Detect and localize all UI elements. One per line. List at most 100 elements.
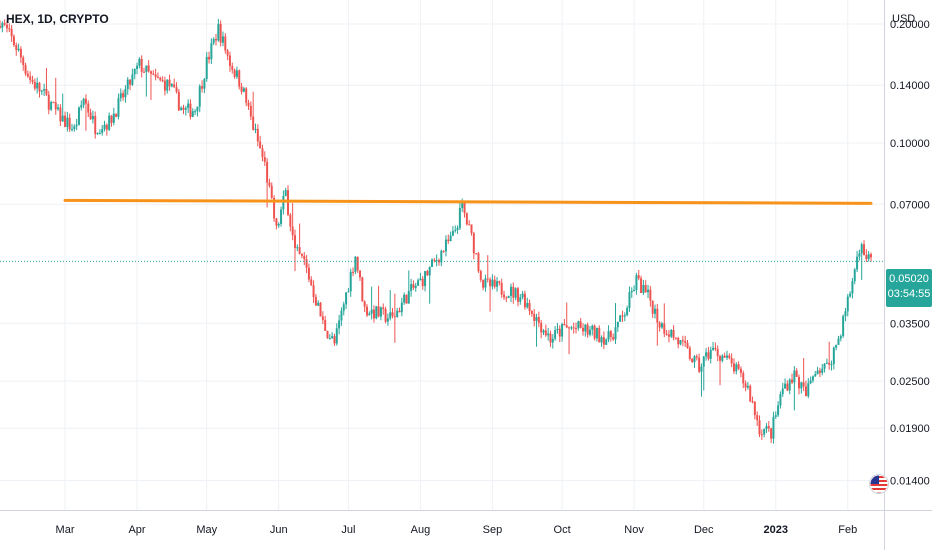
candle-down — [182, 104, 185, 115]
symbol-title[interactable]: HEX, 1D, CRYPTO — [6, 12, 109, 26]
candle-down — [22, 55, 25, 71]
us-flag-icon[interactable] — [869, 474, 889, 494]
candle-down — [463, 201, 466, 218]
candle-down — [533, 308, 536, 327]
horizontal-level-line[interactable] — [63, 198, 873, 205]
price-tick-label: 0.03500 — [890, 318, 930, 330]
candle-up — [136, 62, 139, 75]
candle-down — [579, 318, 582, 329]
candle-down — [215, 33, 218, 46]
candle-up — [647, 284, 650, 299]
candle-down — [0, 20, 1, 29]
time-tick-label: Nov — [624, 524, 644, 536]
candle-down — [245, 87, 248, 107]
candle-up — [375, 305, 378, 320]
candle-up — [693, 354, 696, 368]
candle-up — [570, 325, 573, 331]
candle-up — [43, 83, 46, 97]
candle-down — [275, 217, 278, 230]
candle-up — [633, 285, 636, 292]
candle-up — [198, 84, 201, 113]
candle-up — [735, 362, 738, 375]
candle-up — [345, 292, 348, 309]
candle-up — [449, 231, 452, 242]
candle-up — [712, 342, 715, 351]
candle-down — [828, 341, 831, 370]
candle-down — [333, 333, 336, 346]
candle-down — [681, 335, 684, 347]
candle-down — [707, 346, 710, 361]
candle-up — [846, 294, 849, 317]
candle-up — [400, 297, 403, 317]
candle-up — [844, 308, 847, 322]
candle-up — [816, 366, 819, 375]
candle-up — [705, 348, 708, 361]
candle-up — [837, 335, 840, 345]
time-tick-label: Feb — [838, 524, 857, 536]
candle-down — [767, 421, 770, 432]
last-price-badge: 0.05020 03:54:55 — [886, 269, 932, 307]
candle-up — [811, 375, 814, 383]
candle-up — [626, 305, 629, 317]
candle-up — [407, 270, 410, 304]
candle-down — [365, 304, 368, 318]
candle-up — [772, 411, 775, 444]
candle-down — [382, 303, 385, 315]
candle-down — [665, 330, 668, 336]
candle-up — [414, 282, 417, 292]
candle-up — [368, 311, 371, 316]
candle-down — [31, 75, 34, 85]
candle-up — [700, 363, 703, 397]
candle-up — [630, 287, 633, 298]
candle-down — [489, 277, 492, 312]
candle-down — [163, 76, 166, 96]
price-axis[interactable]: 0.20000 0.14000 0.10000 0.07000 0.03500 0.025… — [890, 19, 930, 488]
price-tick-label: 0.02500 — [890, 376, 930, 388]
candle-up — [124, 85, 127, 103]
candle-up — [584, 323, 587, 337]
candle-down — [303, 251, 306, 266]
candle-up — [98, 129, 101, 135]
candle-down — [667, 329, 670, 343]
candle-up — [212, 37, 215, 46]
candle-up — [800, 381, 803, 394]
candle-down — [477, 251, 480, 273]
candle-up — [331, 332, 334, 340]
candle-down — [756, 411, 759, 426]
candle-up — [554, 326, 557, 341]
candle-up — [180, 106, 183, 111]
candle-up — [591, 324, 594, 336]
candle-down — [201, 80, 204, 93]
candle-up — [296, 244, 299, 252]
candle-down — [110, 115, 113, 127]
price-tick-label: 0.20000 — [890, 19, 930, 31]
candle-down — [523, 290, 526, 310]
candle-up — [628, 286, 631, 312]
candle-down — [656, 303, 659, 346]
candle-up — [277, 222, 280, 228]
candle-down — [314, 294, 317, 306]
time-tick-label: Mar — [56, 524, 75, 536]
candle-down — [89, 108, 92, 120]
candle-down — [298, 223, 301, 255]
candle-up — [561, 322, 564, 342]
candle-down — [468, 220, 471, 226]
candle-up — [679, 340, 682, 346]
time-axis[interactable]: Mar Apr May Jun Jul Aug Sep Oct Nov Dec 2023 Feb — [56, 524, 858, 536]
candle-down — [503, 290, 506, 301]
candle-up — [577, 320, 580, 331]
candle-up — [867, 251, 870, 262]
candle-up — [484, 274, 487, 292]
candle-up — [444, 235, 447, 257]
candle-down — [486, 255, 489, 283]
candle-down — [147, 60, 150, 73]
time-tick-label: Dec — [694, 524, 714, 536]
candle-up — [194, 109, 197, 116]
candle-up — [496, 277, 499, 292]
candle-down — [393, 293, 396, 343]
candle-up — [660, 321, 663, 329]
candle-up — [205, 52, 208, 82]
candle-down — [723, 352, 726, 358]
candle-down — [558, 325, 561, 343]
